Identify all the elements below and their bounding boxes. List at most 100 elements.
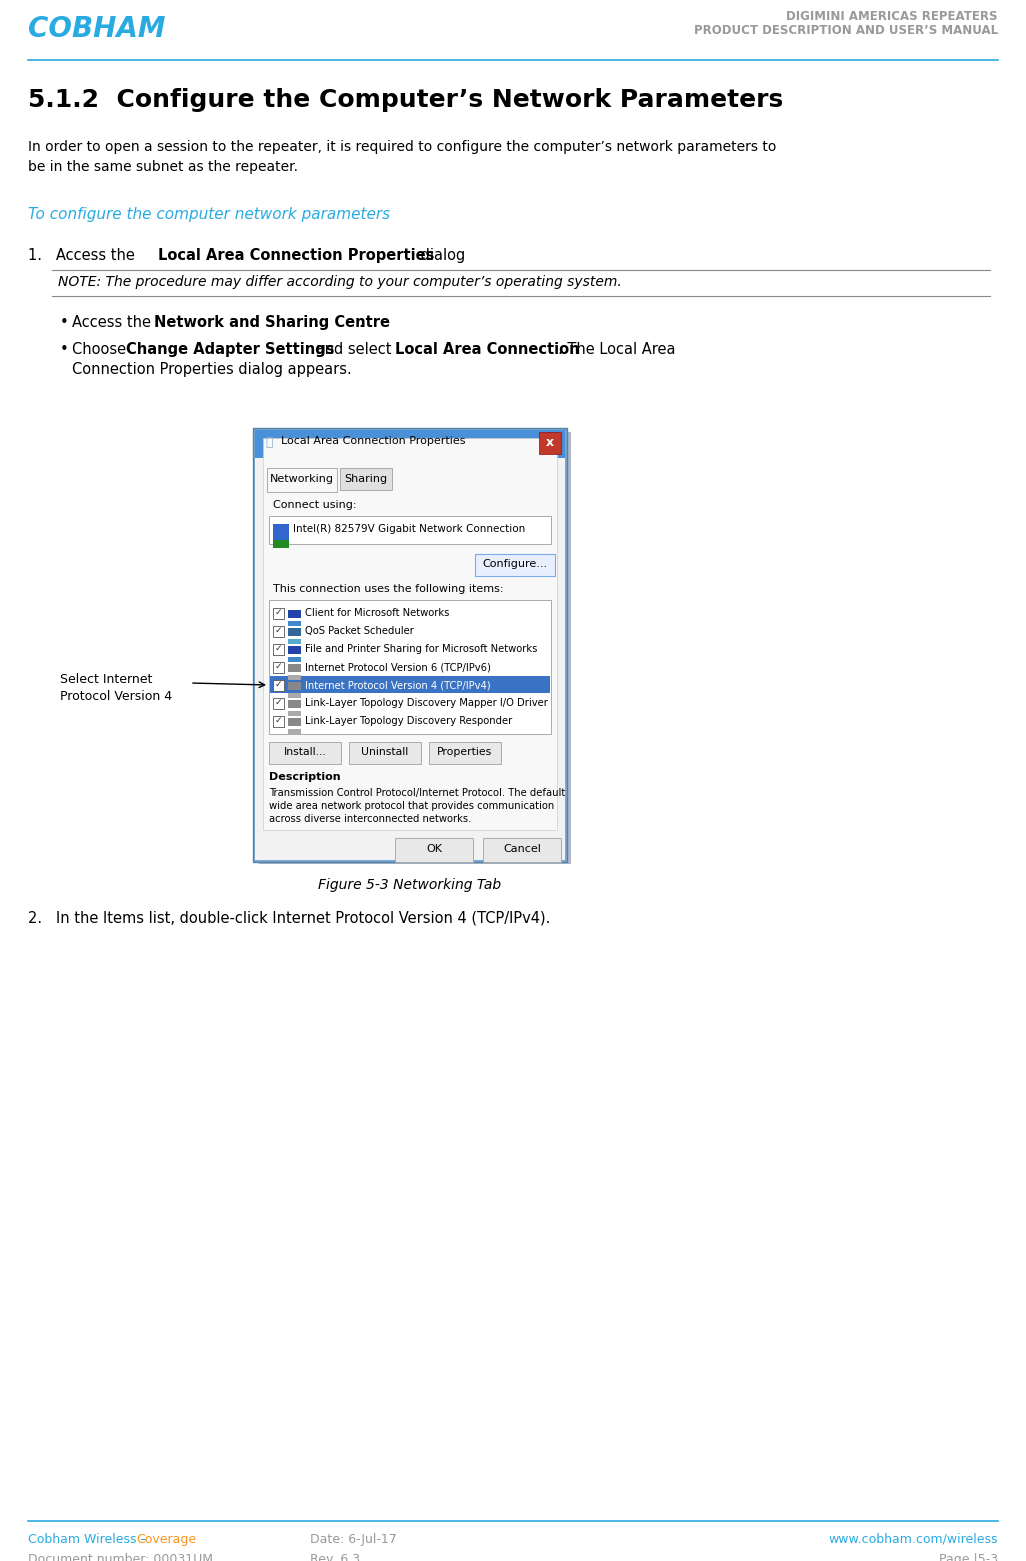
Text: QoS Packet Scheduler: QoS Packet Scheduler [305,626,413,635]
Text: ✓: ✓ [274,645,282,652]
Text: .: . [358,315,363,329]
FancyBboxPatch shape [273,626,284,637]
Text: Install...: Install... [283,748,326,757]
FancyBboxPatch shape [273,645,284,656]
Text: Internet Protocol Version 6 (TCP/IPv6): Internet Protocol Version 6 (TCP/IPv6) [305,662,490,671]
Text: Access the: Access the [72,315,156,329]
Text: ✓: ✓ [274,716,282,724]
FancyBboxPatch shape [273,540,289,548]
Text: PRODUCT DESCRIPTION AND USER’S MANUAL: PRODUCT DESCRIPTION AND USER’S MANUAL [694,23,998,37]
Text: Cobham Wireless –: Cobham Wireless – [28,1533,151,1545]
FancyBboxPatch shape [269,741,341,763]
Text: ✓: ✓ [274,626,282,635]
FancyBboxPatch shape [288,646,301,654]
FancyBboxPatch shape [429,741,501,763]
Text: Network and Sharing Centre: Network and Sharing Centre [154,315,390,329]
FancyBboxPatch shape [273,524,289,540]
Text: Link-Layer Topology Discovery Mapper I/O Driver: Link-Layer Topology Discovery Mapper I/O… [305,698,548,709]
FancyBboxPatch shape [539,432,561,454]
Text: Page |5-3: Page |5-3 [939,1553,998,1561]
Text: Client for Microsoft Networks: Client for Microsoft Networks [305,607,449,618]
FancyBboxPatch shape [288,628,301,635]
FancyBboxPatch shape [267,468,337,492]
Text: Local Area Connection Properties: Local Area Connection Properties [281,436,466,446]
FancyBboxPatch shape [475,554,555,576]
Text: ✓: ✓ [274,698,282,707]
Text: Local Area Connection: Local Area Connection [395,342,580,357]
Text: Rev. 6.3: Rev. 6.3 [310,1553,360,1561]
Text: COBHAM: COBHAM [28,16,165,44]
Text: Local Area Connection Properties: Local Area Connection Properties [158,248,434,262]
FancyBboxPatch shape [273,698,284,709]
FancyBboxPatch shape [288,674,301,681]
Text: Networking: Networking [270,475,334,484]
Text: Sharing: Sharing [345,475,388,484]
FancyBboxPatch shape [259,432,571,863]
FancyBboxPatch shape [273,681,284,692]
FancyBboxPatch shape [349,741,421,763]
FancyBboxPatch shape [273,607,284,620]
Text: Change Adapter Settings: Change Adapter Settings [126,342,334,357]
Text: Internet Protocol Version 4 (TCP/IPv4): Internet Protocol Version 4 (TCP/IPv4) [305,681,490,690]
FancyBboxPatch shape [255,457,565,860]
Text: dialog: dialog [416,248,465,262]
FancyBboxPatch shape [270,676,550,693]
Text: Document number: 00031UM: Document number: 00031UM [28,1553,213,1561]
FancyBboxPatch shape [288,718,301,726]
Text: www.cobham.com/wireless: www.cobham.com/wireless [829,1533,998,1545]
Text: Connection Properties dialog appears.: Connection Properties dialog appears. [72,362,352,378]
Text: . The Local Area: . The Local Area [558,342,675,357]
Text: Coverage: Coverage [136,1533,196,1545]
FancyBboxPatch shape [273,716,284,727]
Text: Transmission Control Protocol/Internet Protocol. The default
wide area network p: Transmission Control Protocol/Internet P… [269,788,565,824]
Text: 5.1.2  Configure the Computer’s Network Parameters: 5.1.2 Configure the Computer’s Network P… [28,87,783,112]
FancyBboxPatch shape [288,621,301,626]
FancyBboxPatch shape [263,439,557,830]
Text: ⎕: ⎕ [265,436,273,450]
Text: •: • [60,342,69,357]
Text: ✓: ✓ [274,607,282,617]
FancyBboxPatch shape [269,517,551,543]
Text: NOTE: The procedure may differ according to your computer’s operating system.: NOTE: The procedure may differ according… [58,275,622,289]
Text: x: x [546,436,554,450]
FancyBboxPatch shape [288,657,301,662]
Text: Cancel: Cancel [503,845,541,854]
Text: Link-Layer Topology Discovery Responder: Link-Layer Topology Discovery Responder [305,716,512,726]
Text: Intel(R) 82579V Gigabit Network Connection: Intel(R) 82579V Gigabit Network Connecti… [293,524,525,534]
Text: Select Internet
Protocol Version 4: Select Internet Protocol Version 4 [60,673,172,702]
Text: Figure 5-3 Networking Tab: Figure 5-3 Networking Tab [318,877,502,891]
FancyBboxPatch shape [340,468,392,490]
FancyBboxPatch shape [288,699,301,709]
Text: and select: and select [311,342,396,357]
FancyBboxPatch shape [288,693,301,698]
FancyBboxPatch shape [288,729,301,734]
Text: In order to open a session to the repeater, it is required to configure the comp: In order to open a session to the repeat… [28,140,777,173]
Text: DIGIMINI AMERICAS REPEATERS: DIGIMINI AMERICAS REPEATERS [787,9,998,23]
Text: To configure the computer network parameters: To configure the computer network parame… [28,208,390,222]
FancyBboxPatch shape [288,682,301,690]
Text: Configure...: Configure... [482,559,548,570]
FancyBboxPatch shape [483,838,561,862]
Text: Date: 6-Jul-17: Date: 6-Jul-17 [310,1533,397,1545]
FancyBboxPatch shape [273,662,284,673]
Text: •: • [60,315,69,329]
Text: Properties: Properties [437,748,492,757]
FancyBboxPatch shape [288,610,301,618]
Text: Uninstall: Uninstall [361,748,408,757]
Text: 1.   Access the: 1. Access the [28,248,140,262]
FancyBboxPatch shape [255,429,565,457]
Text: ✓: ✓ [274,662,282,671]
Text: 2.   In the Items list, double-click Internet Protocol Version 4 (TCP/IPv4).: 2. In the Items list, double-click Inter… [28,910,550,926]
Text: OK: OK [426,845,442,854]
Text: Choose: Choose [72,342,130,357]
FancyBboxPatch shape [253,428,567,862]
FancyBboxPatch shape [269,599,551,734]
Text: ✓: ✓ [274,681,282,688]
FancyBboxPatch shape [288,663,301,671]
Text: Description: Description [269,773,341,782]
Text: Connect using:: Connect using: [273,500,356,510]
Text: File and Printer Sharing for Microsoft Networks: File and Printer Sharing for Microsoft N… [305,645,538,654]
FancyBboxPatch shape [395,838,473,862]
FancyBboxPatch shape [288,710,301,716]
FancyBboxPatch shape [288,638,301,645]
